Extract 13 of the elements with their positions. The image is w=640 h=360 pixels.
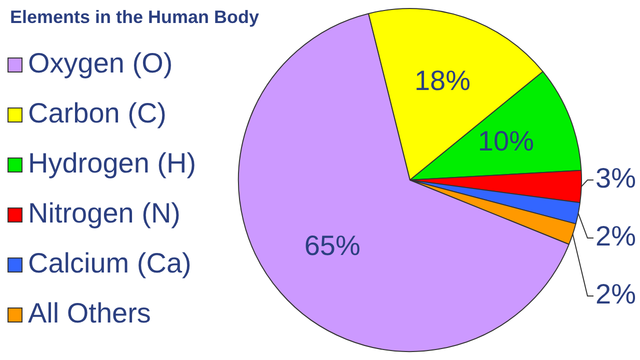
data-label: 2% xyxy=(596,220,636,252)
legend-label: Hydrogen (H) xyxy=(28,148,196,179)
legend-label: All Others xyxy=(28,298,151,329)
legend-label: Calcium (Ca) xyxy=(28,248,192,279)
legend-label: Oxygen (O) xyxy=(28,48,173,79)
data-label: 2% xyxy=(596,278,636,310)
chart-title: Elements in the Human Body xyxy=(10,6,260,27)
data-label: 3% xyxy=(596,162,636,194)
data-label: 65% xyxy=(304,230,360,262)
legend-label: Nitrogen (N) xyxy=(28,198,180,229)
legend-label: Carbon (C) xyxy=(28,98,166,129)
data-label: 10% xyxy=(478,126,534,157)
data-label: 18% xyxy=(414,65,471,96)
